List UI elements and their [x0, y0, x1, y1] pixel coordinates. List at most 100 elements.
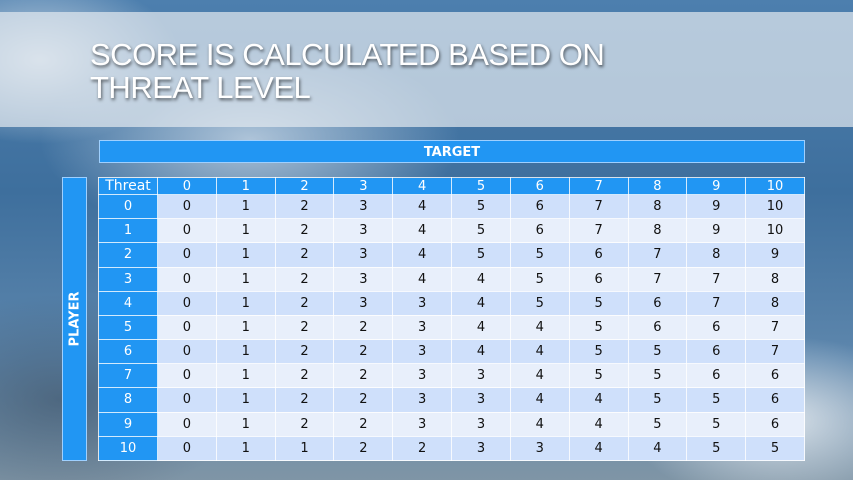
row-header: 10 — [98, 435, 158, 462]
score-cell: 4 — [451, 290, 511, 316]
score-cell: 5 — [568, 339, 629, 365]
score-cell: 2 — [333, 339, 394, 365]
score-cell: 0 — [157, 435, 217, 462]
row-header: 0 — [98, 193, 158, 220]
score-cell: 5 — [627, 363, 688, 389]
score-cell: 5 — [686, 411, 747, 437]
score-cell: 0 — [157, 411, 217, 437]
score-cell: 0 — [157, 387, 217, 413]
row-header: 9 — [98, 411, 158, 437]
player-label: PLAYER — [67, 291, 82, 347]
score-cell: 8 — [627, 193, 688, 220]
score-cell: 5 — [568, 363, 629, 389]
score-cell: 9 — [686, 193, 747, 220]
score-cell: 0 — [157, 218, 217, 244]
score-cell: 8 — [745, 290, 805, 316]
score-cell: 2 — [392, 435, 453, 462]
score-cell: 5 — [509, 290, 570, 316]
score-cell: 6 — [627, 314, 688, 341]
player-header: PLAYER — [62, 177, 87, 461]
score-cell: 5 — [568, 314, 629, 341]
column-header: 3 — [333, 177, 394, 195]
column-header: 2 — [274, 177, 335, 195]
row-header: 4 — [98, 290, 158, 316]
score-cell: 2 — [274, 314, 335, 341]
score-cell: 5 — [509, 266, 570, 292]
score-cell: 4 — [509, 314, 570, 341]
score-cell: 7 — [745, 314, 805, 341]
score-cell: 10 — [745, 218, 805, 244]
score-cell: 3 — [451, 363, 511, 389]
score-cell: 3 — [392, 290, 453, 316]
row-header: 7 — [98, 363, 158, 389]
table-row: 0 0 1 2 3 4 5 6 7 8 9 10 — [98, 193, 805, 220]
score-cell: 6 — [686, 363, 747, 389]
score-cell: 3 — [451, 411, 511, 437]
score-cell: 3 — [509, 435, 570, 462]
column-header: 8 — [627, 177, 688, 195]
score-cell: 1 — [215, 435, 276, 462]
column-header: 6 — [509, 177, 570, 195]
score-cell: 5 — [509, 242, 570, 268]
threat-score-table: Threat 0 1 2 3 4 5 6 7 8 9 10 0 0 1 2 3 4 5 6 7 8 9 10 1 0 1 2 3 4 5… — [98, 177, 805, 462]
score-cell: 3 — [392, 314, 453, 341]
title-band — [0, 12, 853, 127]
score-cell: 6 — [568, 266, 629, 292]
score-cell: 2 — [333, 363, 394, 389]
score-cell: 1 — [215, 363, 276, 389]
score-cell: 3 — [333, 242, 394, 268]
table-row: 10 0 1 1 2 2 3 3 4 4 5 5 — [98, 435, 805, 462]
score-cell: 5 — [451, 193, 511, 220]
score-cell: 0 — [157, 339, 217, 365]
score-cell: 2 — [274, 363, 335, 389]
column-header: 7 — [568, 177, 629, 195]
row-header: 6 — [98, 339, 158, 365]
score-cell: 7 — [568, 193, 629, 220]
score-cell: 4 — [509, 411, 570, 437]
score-cell: 6 — [509, 193, 570, 220]
score-cell: 0 — [157, 363, 217, 389]
column-header: 10 — [745, 177, 805, 195]
score-cell: 3 — [333, 218, 394, 244]
score-cell: 4 — [627, 435, 688, 462]
score-cell: 1 — [215, 193, 276, 220]
score-cell: 0 — [157, 242, 217, 268]
score-cell: 2 — [274, 193, 335, 220]
column-header: 4 — [392, 177, 453, 195]
score-cell: 2 — [333, 411, 394, 437]
score-cell: 6 — [686, 339, 747, 365]
score-cell: 6 — [686, 314, 747, 341]
table-row: 1 0 1 2 3 4 5 6 7 8 9 10 — [98, 218, 805, 244]
score-cell: 1 — [215, 339, 276, 365]
column-header: 5 — [451, 177, 511, 195]
score-cell: 6 — [568, 242, 629, 268]
score-cell: 6 — [745, 411, 805, 437]
score-cell: 2 — [274, 218, 335, 244]
score-cell: 2 — [274, 266, 335, 292]
score-cell: 5 — [627, 411, 688, 437]
score-cell: 3 — [333, 290, 394, 316]
score-cell: 9 — [686, 218, 747, 244]
score-cell: 2 — [274, 339, 335, 365]
score-cell: 0 — [157, 266, 217, 292]
score-cell: 3 — [451, 387, 511, 413]
score-cell: 1 — [215, 242, 276, 268]
column-header: 1 — [215, 177, 276, 195]
score-cell: 5 — [627, 387, 688, 413]
score-cell: 2 — [274, 290, 335, 316]
score-cell: 1 — [215, 387, 276, 413]
score-cell: 5 — [686, 387, 747, 413]
score-cell: 3 — [392, 411, 453, 437]
score-cell: 5 — [686, 435, 747, 462]
score-cell: 7 — [686, 290, 747, 316]
score-cell: 0 — [157, 193, 217, 220]
score-cell: 4 — [568, 435, 629, 462]
score-cell: 1 — [215, 266, 276, 292]
score-cell: 4 — [392, 266, 453, 292]
score-cell: 6 — [627, 290, 688, 316]
